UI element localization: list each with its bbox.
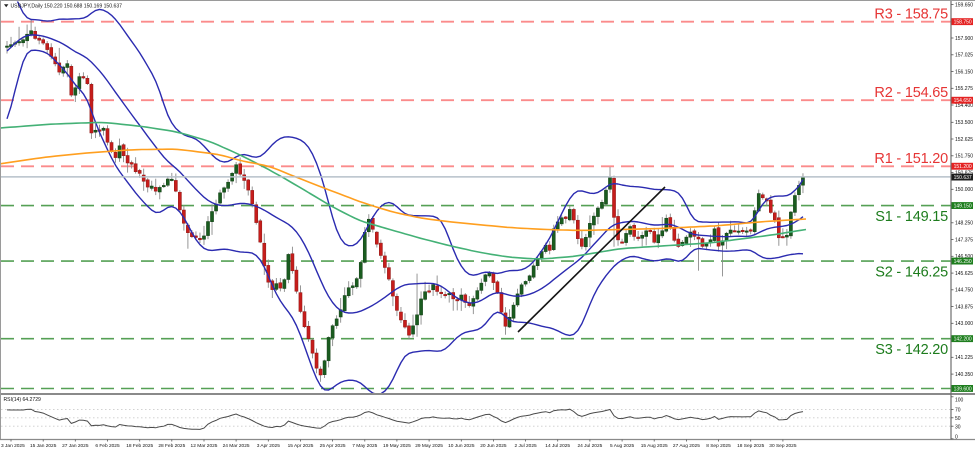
svg-text:143.000: 143.000 [955,321,973,327]
svg-text:USDJPY,Daily 150.220 150.688: USDJPY,Daily 150.220 150.688 150.169 150… [11,3,123,9]
svg-text:140.350: 140.350 [955,372,973,378]
svg-text:15 Jan 2025: 15 Jan 2025 [30,443,57,449]
svg-text:12 Mar 2025: 12 Mar 2025 [191,443,218,449]
svg-text:24 Mar 2025: 24 Mar 2025 [223,443,250,449]
svg-text:30: 30 [955,424,961,430]
svg-text:20 Jun 2025: 20 Jun 2025 [480,443,507,449]
svg-text:143.875: 143.875 [955,304,973,310]
svg-text:159.650: 159.650 [955,2,973,8]
svg-text:142.200: 142.200 [954,337,972,343]
svg-text:R2 - 154.65: R2 - 154.65 [874,85,948,101]
svg-text:149.150: 149.150 [954,204,972,210]
svg-text:150.637: 150.637 [954,175,972,181]
svg-text:158.750: 158.750 [954,20,972,26]
svg-text:100: 100 [955,397,964,403]
svg-text:154.650: 154.650 [954,98,972,104]
svg-text:0: 0 [955,434,958,440]
svg-text:2 Jul 2025: 2 Jul 2025 [515,443,537,449]
svg-text:S1 - 149.15: S1 - 149.15 [875,209,948,225]
svg-text:146.250: 146.250 [954,259,972,265]
svg-text:27 Aug 2025: 27 Aug 2025 [673,443,700,449]
svg-text:141.225: 141.225 [955,355,973,361]
svg-text:R1 - 151.20: R1 - 151.20 [874,151,948,167]
svg-text:146.500: 146.500 [955,254,973,260]
svg-text:RSI(14) 64.2729: RSI(14) 64.2729 [4,397,42,403]
svg-text:157.900: 157.900 [955,36,973,42]
svg-text:25 Apr 2025: 25 Apr 2025 [320,443,346,449]
svg-text:29 May 2025: 29 May 2025 [415,443,443,449]
svg-text:27 Jan 2025: 27 Jan 2025 [62,443,89,449]
svg-text:S2 - 146.25: S2 - 146.25 [875,264,948,280]
svg-text:15 Apr 2025: 15 Apr 2025 [288,443,314,449]
svg-text:19 May 2025: 19 May 2025 [383,443,411,449]
svg-text:157.025: 157.025 [955,53,973,59]
svg-text:156.150: 156.150 [955,69,973,75]
svg-text:155.275: 155.275 [955,86,973,92]
svg-text:30 Sep 2025: 30 Sep 2025 [769,443,797,449]
svg-text:150.875: 150.875 [955,170,973,176]
svg-text:5 Aug 2025: 5 Aug 2025 [610,443,635,449]
svg-text:24 Jul 2025: 24 Jul 2025 [577,443,602,449]
svg-text:50: 50 [955,416,961,422]
svg-text:3 Apr 2025: 3 Apr 2025 [257,443,281,449]
svg-text:154.400: 154.400 [955,103,973,109]
svg-text:147.375: 147.375 [955,237,973,243]
svg-text:151.750: 151.750 [955,154,973,160]
svg-text:18 Feb 2025: 18 Feb 2025 [126,443,153,449]
svg-text:14 Jul 2025: 14 Jul 2025 [545,443,570,449]
svg-text:28 Feb 2025: 28 Feb 2025 [158,443,185,449]
svg-text:18 Sep 2025: 18 Sep 2025 [737,443,765,449]
svg-text:151.200: 151.200 [954,164,972,170]
svg-text:150.000: 150.000 [955,187,973,193]
svg-text:15 Aug 2025: 15 Aug 2025 [641,443,668,449]
svg-text:3 Jan 2025: 3 Jan 2025 [1,443,25,449]
svg-text:8 Sep 2025: 8 Sep 2025 [706,443,731,449]
svg-text:148.250: 148.250 [955,221,973,227]
svg-text:145.625: 145.625 [955,271,973,277]
svg-text:152.625: 152.625 [955,137,973,143]
svg-text:70: 70 [955,408,961,414]
svg-text:S3 - 142.20: S3 - 142.20 [875,342,948,358]
svg-text:144.750: 144.750 [955,288,973,294]
svg-text:R3 - 158.75: R3 - 158.75 [874,7,948,23]
svg-text:139.600: 139.600 [954,386,972,392]
svg-text:10 Jun 2025: 10 Jun 2025 [448,443,475,449]
svg-text:7 May 2025: 7 May 2025 [352,443,377,449]
svg-text:153.500: 153.500 [955,120,973,126]
svg-text:6 Feb 2025: 6 Feb 2025 [95,443,120,449]
